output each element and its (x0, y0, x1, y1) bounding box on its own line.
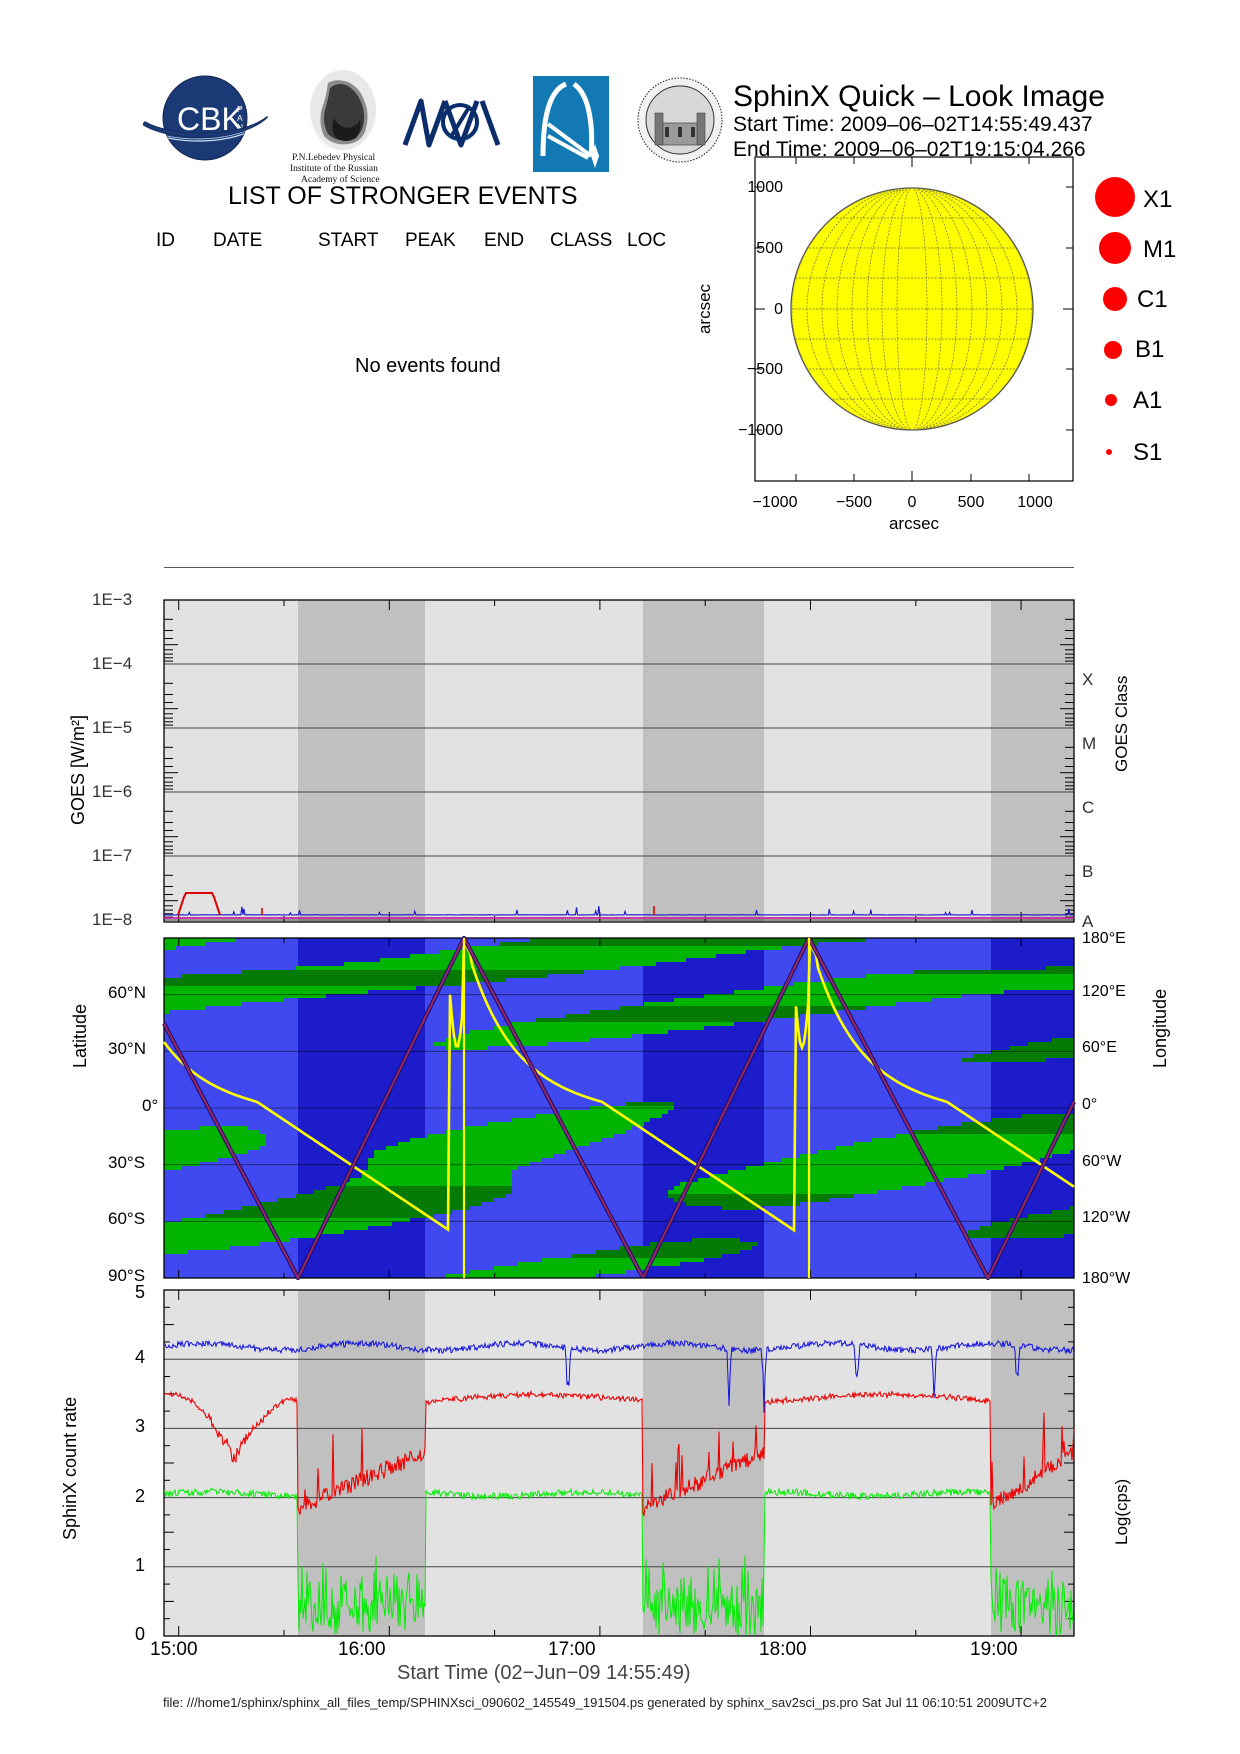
svg-text:−500: −500 (836, 494, 872, 511)
svg-text:Institute of the Russian: Institute of the Russian (290, 163, 378, 174)
svg-text:0: 0 (908, 494, 917, 511)
svg-text:1000: 1000 (747, 179, 783, 196)
svg-text:0: 0 (774, 301, 783, 318)
svg-text:M1: M1 (1143, 236, 1176, 263)
svg-text:−1000: −1000 (738, 422, 783, 439)
svg-text:−1000: −1000 (753, 494, 798, 511)
svg-text:P.N.Lebedev Physical: P.N.Lebedev Physical (292, 153, 375, 163)
svg-text:X1: X1 (1143, 186, 1172, 213)
svg-text:S1: S1 (1133, 439, 1162, 466)
svg-text:−500: −500 (747, 361, 783, 378)
svg-text:A1: A1 (1133, 387, 1162, 414)
svg-text:C1: C1 (1137, 286, 1168, 313)
svg-text:500: 500 (756, 240, 783, 257)
svg-text:1000: 1000 (1017, 494, 1053, 511)
svg-text:arcsec: arcsec (889, 514, 940, 533)
svg-text:arcsec: arcsec (695, 283, 714, 334)
svg-text:500: 500 (958, 494, 985, 511)
svg-text:B1: B1 (1135, 336, 1164, 363)
